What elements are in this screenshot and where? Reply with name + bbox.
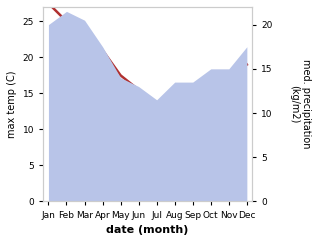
Y-axis label: med. precipitation
(kg/m2): med. precipitation (kg/m2) — [289, 60, 311, 149]
Y-axis label: max temp (C): max temp (C) — [7, 70, 17, 138]
X-axis label: date (month): date (month) — [107, 225, 189, 235]
